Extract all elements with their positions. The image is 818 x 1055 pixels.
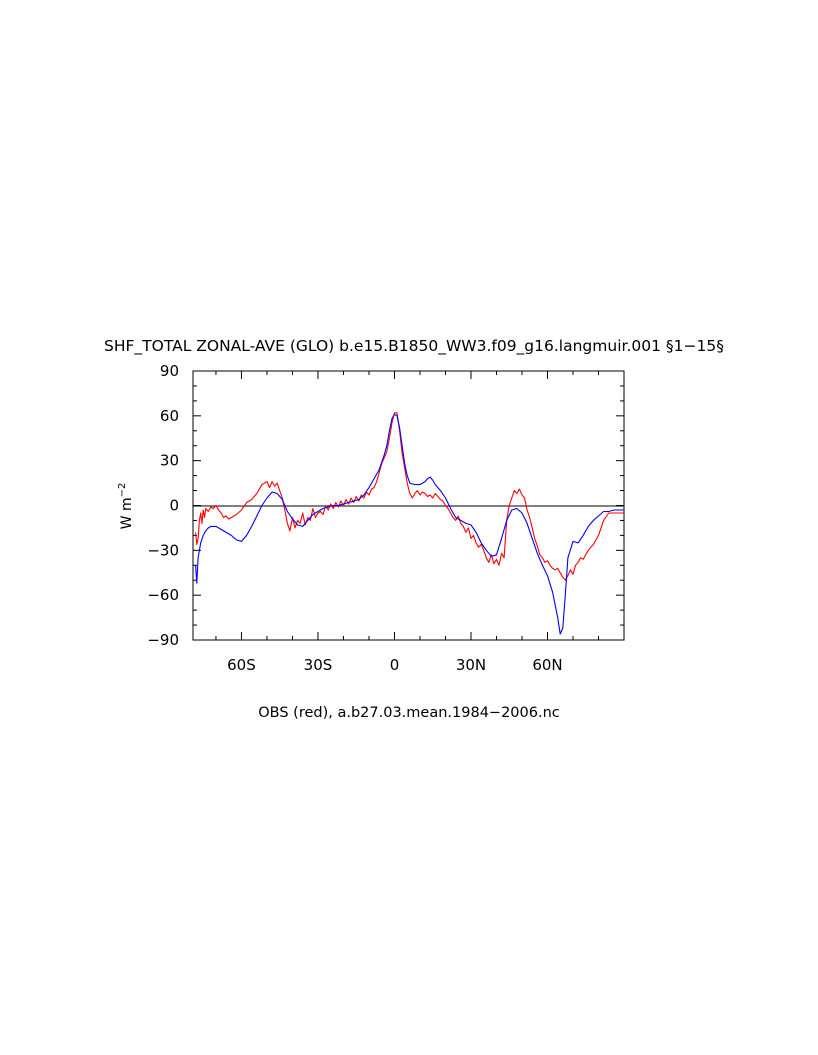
chart-title: SHF_TOTAL ZONAL-AVE (GLO) b.e15.B1850_WW… (104, 337, 724, 356)
y-tick-label: 60 (160, 407, 179, 425)
major-ticks (193, 370, 624, 641)
y-tick-label: 30 (160, 452, 179, 470)
series-lines (195, 412, 624, 635)
y-tick-label: 0 (169, 497, 179, 515)
y-tick-label: −60 (147, 586, 179, 604)
figure-caption: OBS (red), a.b27.03.mean.1984−2006.nc (258, 705, 560, 721)
y-tick-labels: 90 60 30 0 −30 −60 −90 (147, 362, 179, 649)
plot-frame (192, 370, 625, 641)
minor-ticks (193, 371, 624, 640)
series-line-2 (195, 413, 624, 635)
y-tick-label: −90 (147, 631, 179, 649)
x-tick-label: 60S (227, 656, 256, 674)
x-tick-labels: 60S 30S 0 30N 60N (227, 656, 562, 674)
x-tick-label: 60N (532, 656, 562, 674)
x-tick-label: 0 (390, 656, 400, 674)
series-line-1 (195, 412, 624, 581)
y-tick-label: −30 (147, 541, 179, 559)
y-tick-label: 90 (160, 362, 179, 380)
y-axis-label: W m−2 (117, 483, 135, 530)
x-tick-label: 30S (304, 656, 333, 674)
x-tick-label: 30N (456, 656, 486, 674)
